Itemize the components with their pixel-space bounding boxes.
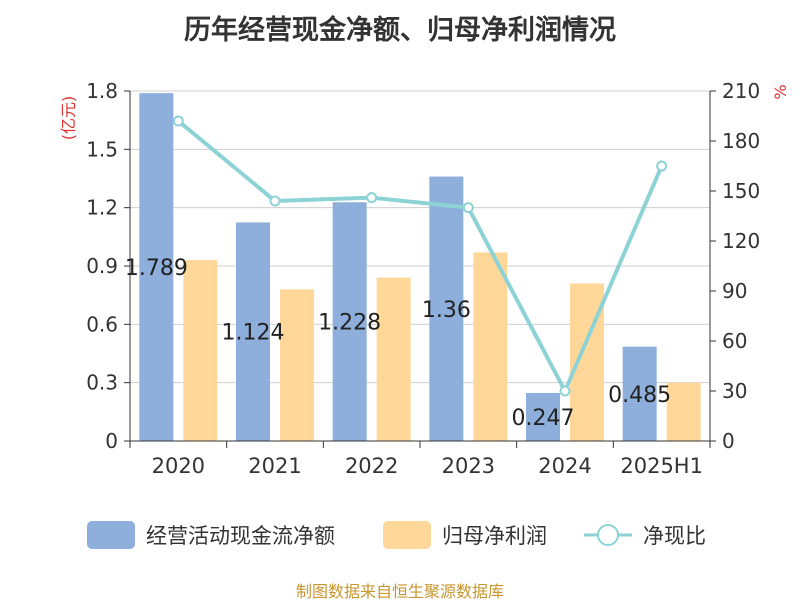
legend-swatch-operating-cashflow — [87, 521, 135, 549]
bar-operating-cashflow — [139, 93, 174, 441]
bar-net-profit — [473, 252, 508, 441]
x-tick-label: 2020 — [152, 454, 205, 478]
bar-operating-cashflow — [622, 346, 657, 441]
bar-data-label: 0.247 — [512, 406, 575, 431]
bar-data-label: 1.228 — [318, 311, 381, 336]
y-right-tick-label: 180 — [722, 129, 760, 153]
legend-label-operating-cashflow: 经营活动现金流净额 — [146, 524, 335, 548]
ratio-line-path — [177, 119, 664, 393]
ratio-line-point — [559, 385, 571, 397]
ratio-line — [172, 115, 668, 397]
y-left-tick-label: 1.5 — [86, 137, 118, 161]
ratio-line-point — [462, 202, 474, 214]
bar-data-label: 1.789 — [125, 256, 188, 281]
y-left-tick-label: 1.2 — [86, 196, 118, 220]
y-left-tick-label: 1.8 — [86, 79, 118, 103]
source-note: 制图数据来自恒生聚源数据库 — [295, 582, 504, 601]
ratio-line-point — [366, 192, 378, 204]
ratio-line-point — [656, 160, 668, 172]
legend: 经营活动现金流净额 归母净利润 净现比 — [87, 521, 706, 549]
x-tick-label: 2021 — [248, 454, 301, 478]
bar-net-profit — [376, 277, 411, 441]
y-left-tick-label: 0.3 — [86, 371, 118, 395]
y-right-axis-title: % — [771, 84, 790, 99]
x-tick-label: 2025H1 — [620, 454, 703, 478]
bars — [139, 93, 701, 442]
legend-swatch-ratio-point — [597, 524, 619, 546]
y-right-tick-label: 0 — [722, 429, 735, 453]
bar-net-profit — [280, 289, 314, 441]
legend-swatch-net-profit — [383, 521, 431, 549]
bar-operating-cashflow — [236, 222, 270, 441]
x-tick-label: 2024 — [538, 454, 591, 478]
y-left-tick-label: 0 — [105, 429, 118, 453]
bar-data-label: 1.36 — [422, 298, 471, 323]
y-right-tick-label: 60 — [722, 329, 747, 353]
y-left-axis-title: (亿元) — [59, 96, 78, 141]
bar-data-label: 1.124 — [222, 321, 285, 346]
bar-operating-cashflow — [332, 202, 367, 441]
data-labels: 1.789 1.124 1.228 1.36 0.247 0.485 — [125, 256, 671, 431]
y-right-tick-label: 150 — [722, 179, 760, 203]
x-tick-label: 2022 — [345, 454, 398, 478]
y-right-tick-label: 90 — [722, 279, 747, 303]
y-right-tick-label: 210 — [722, 79, 760, 103]
x-tick-label: 2023 — [442, 454, 495, 478]
bar-net-profit — [666, 382, 701, 441]
y-right-tick-label: 30 — [722, 379, 747, 403]
y-left-tick-label: 0.6 — [86, 312, 118, 336]
axes: 0 0.3 0.6 0.9 1.2 1.5 1.8 0 30 60 90 120 150 180 210 (亿… — [59, 79, 790, 478]
bar-operating-cashflow — [526, 392, 560, 441]
bar-operating-cashflow — [429, 176, 464, 442]
bar-data-label: 0.485 — [608, 383, 671, 408]
chart-title: 历年经营现金净额、归母净利润情况 — [184, 15, 616, 46]
legend-label-ratio: 净现比 — [643, 524, 706, 548]
ratio-line-point — [269, 195, 281, 207]
bar-net-profit — [183, 260, 218, 441]
y-right-tick-label: 120 — [722, 229, 760, 253]
y-left-tick-label: 0.9 — [86, 254, 118, 278]
ratio-line-point — [172, 115, 184, 127]
legend-label-net-profit: 归母净利润 — [442, 524, 547, 548]
